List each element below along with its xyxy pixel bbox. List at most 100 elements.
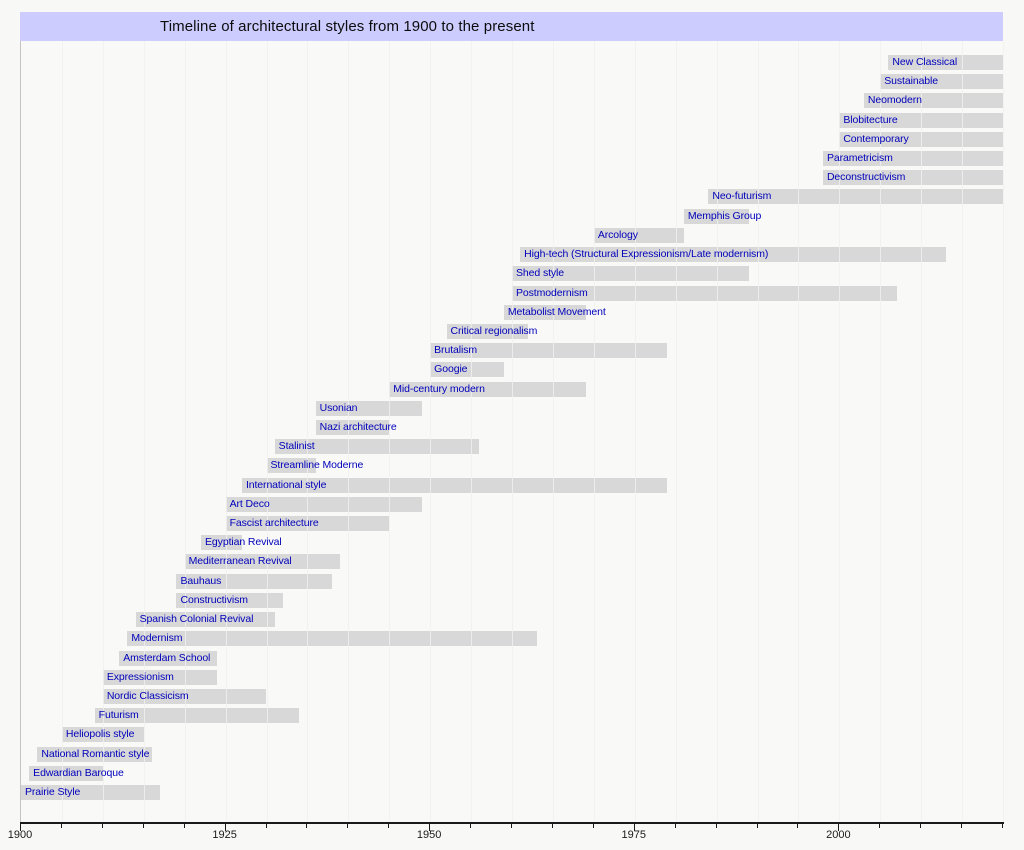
style-label[interactable]: Mediterranean Revival: [188, 555, 292, 568]
style-label[interactable]: Neo-futurism: [712, 190, 772, 203]
timeline-bar: [61, 727, 144, 743]
style-label[interactable]: New Classical: [892, 56, 958, 68]
style-label[interactable]: Expressionism: [106, 670, 174, 683]
axis-tick-1920: [183, 824, 185, 828]
style-label[interactable]: Nordic Classicism: [106, 689, 189, 702]
timeline-bar: [708, 189, 1003, 205]
style-label[interactable]: Memphis Group: [687, 209, 762, 222]
axis-tick-2015: [961, 824, 963, 828]
style-label[interactable]: Brutalism: [434, 344, 478, 357]
style-label[interactable]: Amsterdam School: [123, 651, 211, 664]
style-label[interactable]: Shed style: [516, 267, 565, 280]
style-label[interactable]: Nazi architecture: [319, 420, 397, 433]
gridline-over-1955: [471, 41, 473, 823]
axis-tick-1910: [101, 824, 103, 828]
axis-tick-2010: [920, 824, 922, 828]
axis-tick-1970: [592, 824, 594, 828]
style-label[interactable]: Sustainable: [884, 75, 939, 88]
style-label[interactable]: Edwardian Baroque: [33, 766, 124, 779]
style-label[interactable]: Metabolist Movement: [507, 305, 606, 318]
style-label[interactable]: Modernism: [131, 632, 183, 645]
timeline-bar: [102, 669, 218, 685]
axis-tick-1960: [511, 824, 512, 828]
timeline-bar: [37, 746, 152, 762]
style-label[interactable]: Googie: [434, 363, 468, 376]
style-label[interactable]: Stalinist: [278, 440, 315, 453]
axis-tick-1935: [306, 824, 308, 828]
style-label[interactable]: Egyptian Revival: [205, 536, 282, 549]
timeline-bar: [184, 554, 341, 570]
style-label[interactable]: Bauhaus: [180, 574, 222, 587]
timeline-bar: [512, 285, 897, 301]
timeline-bar: [430, 362, 504, 378]
gridline-over-1925: [225, 41, 227, 823]
style-label[interactable]: Critical regionalism: [450, 324, 538, 337]
style-label[interactable]: Neomodern: [867, 94, 922, 107]
style-label[interactable]: Postmodernism: [516, 286, 588, 299]
timeline-bar: [888, 55, 1003, 70]
axis-tick-1930: [265, 824, 267, 828]
gridline-over-1935: [307, 41, 309, 823]
timeline-bar: [315, 400, 422, 416]
gridline-over-1980: [675, 41, 677, 823]
timeline-bar: [822, 151, 1003, 167]
style-label[interactable]: Constructivism: [180, 593, 248, 606]
gridline-over-2015: [962, 41, 964, 823]
axis-tick-label: 1950: [416, 829, 442, 841]
timeline-bar: [225, 496, 422, 512]
style-label[interactable]: Deconstructivism: [826, 171, 906, 184]
style-label[interactable]: High-tech (Structural Expressionism/Late…: [524, 248, 769, 261]
timeline-bar: [94, 708, 300, 724]
gridline-over-1930: [266, 41, 268, 823]
timeline-bar: [201, 535, 242, 551]
gridline-over-1985: [716, 41, 718, 823]
timeline-bar: [880, 74, 1003, 90]
style-label[interactable]: Prairie Style: [25, 785, 81, 798]
timeline-bar: [683, 208, 750, 224]
style-label[interactable]: International style: [245, 478, 327, 491]
timeline-bar: [119, 650, 218, 666]
gridline-over-1905: [61, 41, 63, 823]
style-label[interactable]: Spanish Colonial Revival: [139, 613, 254, 626]
style-label[interactable]: Art Deco: [229, 497, 270, 510]
style-label[interactable]: Mid-century modern: [393, 382, 485, 395]
timeline-bar: [446, 323, 529, 339]
timeline-bar: [176, 573, 332, 589]
axis-tick-1985: [715, 824, 717, 828]
timeline-bar: [822, 170, 1003, 186]
axis-tick-2000: [838, 824, 840, 831]
timeline-bar: [503, 304, 586, 320]
gridline-over-2020: [1003, 41, 1004, 823]
gridline-over-2005: [880, 41, 882, 823]
x-axis-line: [20, 822, 1004, 824]
gridline-over-1945: [389, 41, 391, 823]
style-label[interactable]: Fascist architecture: [229, 517, 319, 530]
style-label[interactable]: Arcology: [597, 228, 638, 241]
gridline-over-1920: [184, 41, 186, 823]
style-label[interactable]: Usonian: [319, 401, 358, 414]
style-label[interactable]: National Romantic style: [41, 747, 150, 760]
style-label[interactable]: Blobitecture: [843, 113, 898, 126]
gridline-over-1910: [102, 41, 104, 823]
axis-tick-2020: [1002, 824, 1003, 828]
timeline-bar: [274, 439, 480, 455]
style-label[interactable]: Contemporary: [843, 132, 909, 145]
axis-tick-2005: [879, 824, 881, 828]
gridline-over-1990: [757, 41, 759, 823]
axis-tick-1980: [674, 824, 676, 828]
gridline-over-1965: [552, 41, 554, 823]
style-label[interactable]: Futurism: [98, 709, 139, 722]
gridline-over-1970: [593, 41, 595, 823]
axis-tick-1905: [60, 824, 62, 828]
axis-tick-1940: [347, 824, 349, 828]
gridline-over-2010: [921, 41, 923, 823]
timeline-bar: [29, 765, 103, 781]
style-label[interactable]: Heliopolis style: [65, 728, 135, 741]
timeline-bar: [176, 592, 283, 608]
timeline-bar: [593, 227, 684, 243]
axis-tick-1915: [142, 824, 144, 828]
axis-tick-1945: [388, 824, 390, 828]
style-label[interactable]: Streamline Moderne: [270, 459, 364, 472]
style-label[interactable]: Parametricism: [826, 152, 893, 165]
